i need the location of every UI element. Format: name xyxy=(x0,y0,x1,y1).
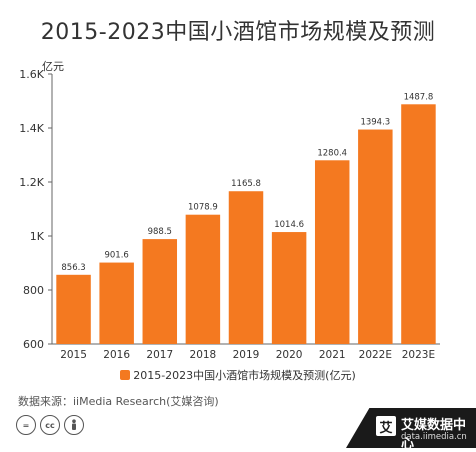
bar xyxy=(314,160,350,344)
source-note: 数据来源：iiMedia Research(艾媒咨询) xyxy=(18,395,219,408)
brand-logo: 艾 xyxy=(376,416,396,436)
data-label: 1280.4 xyxy=(317,148,347,158)
bar xyxy=(401,104,436,344)
bar xyxy=(271,232,307,344)
x-tick-label: 2020 xyxy=(276,349,303,360)
x-tick-label: 2015 xyxy=(60,349,87,360)
x-tick-label: 2021 xyxy=(319,349,346,360)
y-tick-label: 1K xyxy=(30,230,45,243)
data-label: 1487.8 xyxy=(404,92,434,102)
equals-icon: = xyxy=(16,415,36,435)
data-label: 1014.6 xyxy=(274,220,304,230)
person-icon xyxy=(64,415,84,435)
y-tick-label: 1.2K xyxy=(19,176,44,189)
chart-title: 2015-2023中国小酒馆市场规模及预测 xyxy=(40,20,436,45)
brand-banner: 艾 艾媒数据中心 data.iimedia.cn xyxy=(346,408,476,448)
y-tick-label: 800 xyxy=(23,284,44,297)
x-tick-label: 2022E xyxy=(359,349,392,360)
legend-swatch xyxy=(120,370,131,380)
bar xyxy=(185,214,221,344)
cc-icon: cc xyxy=(40,415,60,435)
x-tick-label: 2023E xyxy=(402,349,435,360)
y-axis-unit: 亿元 xyxy=(42,60,64,73)
y-tick-label: 600 xyxy=(23,338,44,351)
legend: 2015-2023中国小酒馆市场规模及预测(亿元) xyxy=(0,367,476,383)
x-tick-label: 2018 xyxy=(190,349,217,360)
data-label: 856.3 xyxy=(61,263,85,273)
data-label: 901.6 xyxy=(104,251,128,261)
license-icons: = cc xyxy=(16,415,84,435)
brand-url: data.iimedia.cn xyxy=(401,432,467,442)
bar xyxy=(99,262,134,344)
x-tick-label: 2019 xyxy=(233,349,260,360)
data-label: 1078.9 xyxy=(188,203,218,213)
bar xyxy=(228,191,264,344)
brand-name: 艾媒数据中心 xyxy=(401,418,467,452)
y-tick-label: 1.6K xyxy=(19,68,44,81)
x-tick-label: 2016 xyxy=(103,349,130,360)
bar xyxy=(56,274,91,344)
y-tick-label: 1.4K xyxy=(19,122,44,135)
data-label: 1165.8 xyxy=(231,179,261,189)
data-label: 1394.3 xyxy=(360,118,390,128)
legend-label: 2015-2023中国小酒馆市场规模及预测(亿元) xyxy=(133,369,356,382)
data-label: 988.5 xyxy=(148,227,172,237)
bar-chart: 亿元 600 800 1K 1.2K 1.4K 1.6K 856.3 2015 901.6 2016… xyxy=(19,60,440,360)
bar xyxy=(142,239,178,344)
bar xyxy=(358,129,393,344)
x-tick-label: 2017 xyxy=(146,349,173,360)
